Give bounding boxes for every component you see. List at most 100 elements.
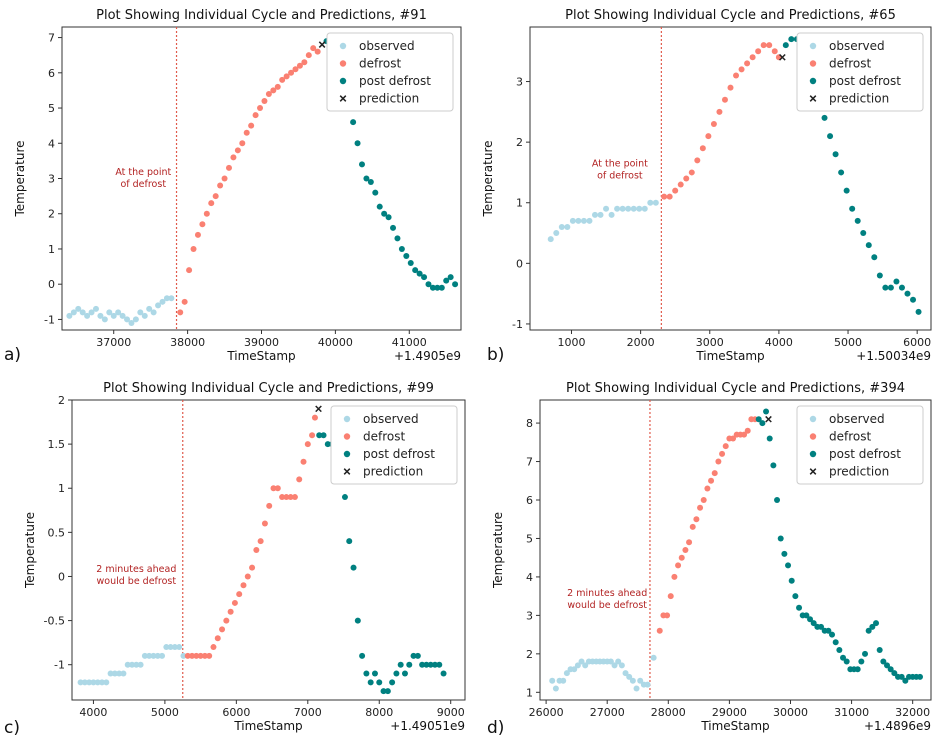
data-point-observed [176,644,183,651]
y-tick-label: -1 [54,659,65,672]
data-point-observed [607,658,614,665]
data-point-observed [578,658,585,665]
legend-label: prediction [829,465,889,479]
y-tick-label: 6 [48,67,55,80]
data-point-observed [608,211,615,218]
chart-panel-2: Plot Showing Individual Cycle and Predic… [481,8,932,365]
data-point-post-defrost [887,284,894,291]
data-point-defrost [300,458,307,465]
data-point-post-defrost [380,688,387,695]
legend-label: observed [363,412,419,426]
data-point-post-defrost [788,36,795,43]
data-point-post-defrost [829,631,836,638]
prediction-mark-stroke [315,405,322,413]
data-point-defrost [675,562,682,569]
annotation-text: 2 minutes ahead [96,564,176,575]
data-point-defrost [236,591,243,598]
data-point-observed [120,670,127,677]
data-point-observed [101,316,108,323]
legend-marker-observed [339,42,347,50]
data-point-post-defrost [858,658,865,665]
data-point-observed [77,679,84,686]
data-point-defrost [730,435,737,442]
data-point-defrost [667,593,674,600]
data-point-observed [549,677,556,684]
x-tick-label: 26000 [529,706,564,719]
data-point-defrost [771,48,778,55]
data-point-observed [558,223,565,230]
data-point-post-defrost [354,617,361,624]
data-point-post-defrost [425,281,432,288]
data-point-observed [168,295,175,302]
y-tick-label: 5 [48,102,55,115]
data-point-defrost [240,582,247,589]
data-point-post-defrost [414,652,421,659]
data-point-observed [652,199,659,206]
data-point-defrost [711,470,718,477]
data-point-observed [86,679,93,686]
data-point-observed [137,661,144,668]
data-point-post-defrost [324,441,331,448]
data-point-post-defrost [427,661,434,668]
x-offset-text: +1.50034e9 [856,349,931,363]
data-point-post-defrost [363,175,370,182]
data-point-post-defrost [363,670,370,677]
data-point-observed [92,305,99,312]
data-point-post-defrost [781,550,788,557]
data-point-observed [129,661,136,668]
data-point-post-defrost [871,254,878,261]
x-tick-label: 7000 [294,706,322,719]
x-tick-label: 1000 [557,336,585,349]
data-point-defrost [261,97,268,104]
data-point-observed [552,685,559,692]
data-point-defrost [227,608,234,615]
data-point-defrost [760,42,767,49]
data-point-post-defrost [902,677,909,684]
legend-marker-prediction [809,468,817,475]
data-point-observed [141,652,148,659]
data-point-post-defrost [443,277,450,284]
data-point-observed [611,662,618,669]
data-point-observed [614,205,621,212]
data-point-post-defrost [376,679,383,686]
data-point-prediction [765,415,772,423]
data-point-defrost [733,72,740,79]
data-point-post-defrost [843,658,850,665]
data-point-observed [641,205,648,212]
x-tick-label: 27000 [590,706,625,719]
data-point-post-defrost [891,670,898,677]
legend: observed defrost post defrost prediction [326,32,454,112]
data-point-post-defrost [394,235,401,242]
data-point-defrost [223,617,230,624]
data-point-defrost [257,538,264,545]
data-point-defrost [722,443,729,450]
data-point-defrost [697,504,704,511]
data-point-observed [88,309,95,316]
data-point-post-defrost [398,245,405,252]
data-point-defrost [287,494,294,501]
data-point-observed [150,652,157,659]
data-point-defrost [270,485,277,492]
x-tick-label: 28000 [651,706,686,719]
data-point-defrost [261,520,268,527]
legend-label: post defrost [829,74,901,88]
data-point-post-defrost [898,673,905,680]
legend-marker-defrost [809,433,817,440]
data-point-post-defrost [372,189,379,196]
x-tick-label: 39000 [244,336,279,349]
data-point-observed [603,205,610,212]
x-offset-text: +1.4905e9 [394,349,461,363]
legend-marker-defrost [339,60,347,67]
data-point-post-defrost [832,151,839,158]
y-tick-label: 2 [516,136,523,149]
data-point-defrost [666,193,673,200]
data-point-observed [66,312,73,319]
data-point-observed [111,670,118,677]
data-point-observed [591,211,598,218]
y-tick-label: 2 [58,394,65,407]
data-point-defrost [296,62,303,69]
data-point-defrost [252,112,259,119]
data-point-post-defrost [358,161,365,168]
data-point-post-defrost [447,274,454,281]
data-point-observed [636,205,643,212]
